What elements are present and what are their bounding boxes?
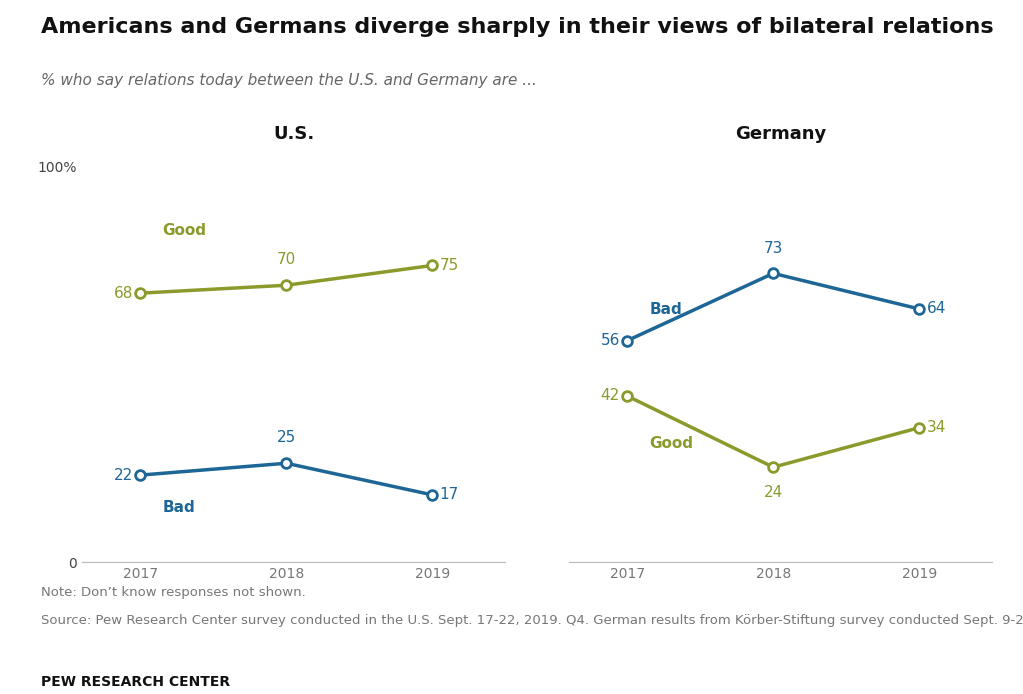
Text: 73: 73	[763, 241, 783, 255]
Text: PEW RESEARCH CENTER: PEW RESEARCH CENTER	[41, 675, 230, 688]
Text: U.S.: U.S.	[273, 125, 314, 143]
Text: Bad: Bad	[163, 500, 195, 515]
Text: 22: 22	[114, 468, 133, 482]
Text: % who say relations today between the U.S. and Germany are ...: % who say relations today between the U.…	[41, 73, 537, 88]
Text: 42: 42	[601, 389, 620, 403]
Text: Americans and Germans diverge sharply in their views of bilateral relations: Americans and Germans diverge sharply in…	[41, 17, 993, 37]
Text: Note: Don’t know responses not shown.: Note: Don’t know responses not shown.	[41, 586, 306, 600]
Text: 24: 24	[763, 485, 783, 500]
Text: 17: 17	[440, 487, 459, 502]
Text: 34: 34	[927, 420, 946, 435]
Text: 64: 64	[927, 301, 946, 316]
Text: Good: Good	[163, 223, 207, 238]
Text: 68: 68	[114, 286, 133, 301]
Text: Good: Good	[650, 437, 694, 451]
Text: 75: 75	[440, 258, 459, 273]
Text: 56: 56	[601, 333, 620, 348]
Text: 70: 70	[276, 253, 296, 267]
Text: Bad: Bad	[650, 302, 682, 317]
Text: Germany: Germany	[735, 125, 827, 143]
Text: Source: Pew Research Center survey conducted in the U.S. Sept. 17-22, 2019. Q4. : Source: Pew Research Center survey condu…	[41, 614, 1023, 627]
Text: 25: 25	[276, 430, 296, 446]
